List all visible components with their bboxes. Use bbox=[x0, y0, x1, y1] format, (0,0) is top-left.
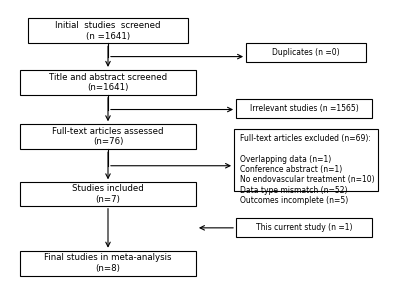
Text: Full-text articles excluded (n=69):

Overlapping data (n=1)
Conference abstract : Full-text articles excluded (n=69): Over… bbox=[240, 134, 375, 205]
FancyBboxPatch shape bbox=[236, 99, 372, 118]
Text: Studies included
(n=7): Studies included (n=7) bbox=[72, 184, 144, 204]
Text: Full-text articles assessed
(n=76): Full-text articles assessed (n=76) bbox=[52, 127, 164, 146]
FancyBboxPatch shape bbox=[236, 218, 372, 238]
Text: This current study (n =1): This current study (n =1) bbox=[256, 223, 352, 232]
FancyBboxPatch shape bbox=[20, 250, 196, 276]
Text: Initial  studies  screened
(n =1641): Initial studies screened (n =1641) bbox=[55, 21, 161, 41]
FancyBboxPatch shape bbox=[20, 124, 196, 149]
Text: Final studies in meta-analysis
(n=8): Final studies in meta-analysis (n=8) bbox=[44, 253, 172, 273]
Text: Irrelevant studies (n =1565): Irrelevant studies (n =1565) bbox=[250, 104, 358, 113]
Text: Duplicates (n =0): Duplicates (n =0) bbox=[272, 49, 340, 57]
FancyBboxPatch shape bbox=[20, 182, 196, 206]
Text: Title and abstract screened
(n=1641): Title and abstract screened (n=1641) bbox=[49, 73, 167, 92]
FancyBboxPatch shape bbox=[20, 70, 196, 95]
FancyBboxPatch shape bbox=[246, 43, 366, 63]
FancyBboxPatch shape bbox=[234, 129, 378, 191]
FancyBboxPatch shape bbox=[28, 18, 188, 43]
